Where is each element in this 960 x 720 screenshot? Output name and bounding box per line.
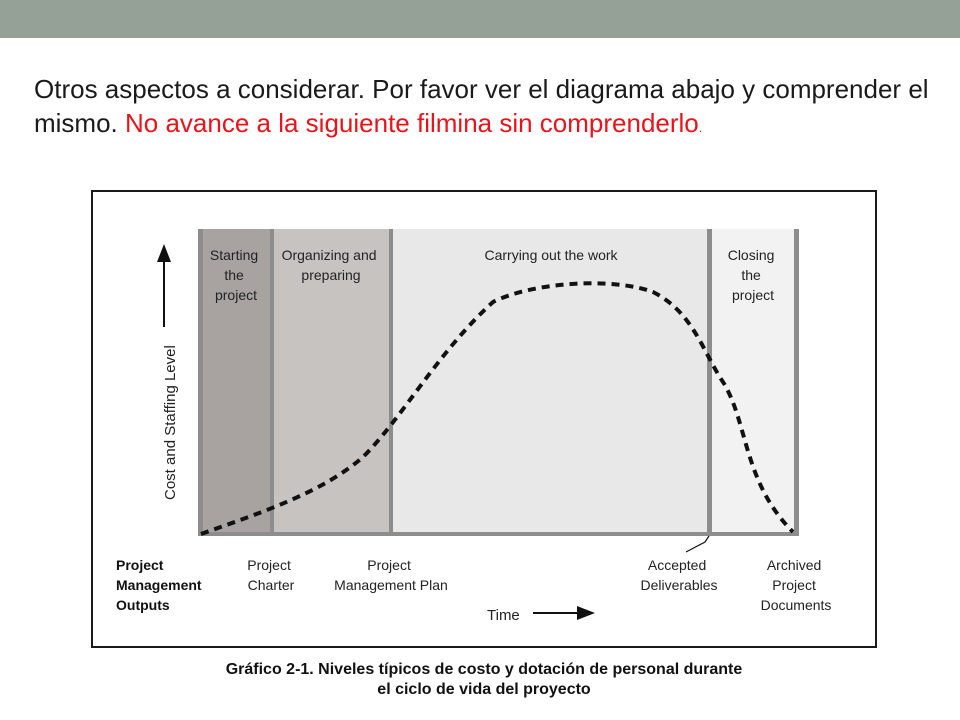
cost-staffing-curve [200,281,795,536]
y-axis-label: Cost and Staffing Level [162,345,179,500]
phase-divider [794,229,799,535]
phase-divider [270,229,274,535]
phase-divider [389,229,393,535]
output-archived-documents: Archived Project Documents [761,557,832,613]
caption-line-2: el ciclo de vida del proyecto [377,681,591,698]
phase-label-line: the [741,267,761,283]
project-lifecycle-figure: Starting the project Organizing and prep… [91,190,877,648]
output-management-plan: Project Management Plan [334,557,448,593]
top-bar [0,0,960,38]
phase-label-line: the [224,267,244,283]
intro-text: Otros aspectos a considerar. Por favor v… [34,74,929,138]
time-baseline [198,532,799,536]
phase-label-closing: Closing the project [728,247,779,303]
y-axis-arrowhead-icon [157,244,171,262]
phase-label-line: Carrying out the work [484,247,618,263]
slide-text: Otros aspectos a considerar. Por favor v… [34,72,934,145]
phase-divider [707,229,712,535]
phase-label-line: project [215,287,257,303]
lifecycle-diagram: Starting the project Organizing and prep… [116,229,832,624]
x-axis-label: Time [487,607,520,624]
phase-label-line: Closing [728,247,775,263]
phase-bg-carrying [391,229,709,535]
output-accepted-deliverables: Accepted Deliverables [640,557,717,593]
figure-caption: Gráfico 2-1. Niveles típicos de costo y … [91,660,877,700]
phase-label-starting: Starting the project [210,247,262,303]
x-axis-arrowhead-icon [577,606,595,620]
phase-label-carrying: Carrying out the work [484,247,618,263]
phase-divider [198,229,203,535]
phase-label-line: Starting [210,247,258,263]
phase-label-line: project [732,287,774,303]
output-project-charter: Project Charter [247,557,294,593]
phase-label-line: preparing [301,267,360,283]
phase-bg-organizing [272,229,391,535]
outputs-title: Project Management Outputs [116,557,205,613]
caption-line-1: Gráfico 2-1. Niveles típicos de costo y … [225,661,743,678]
phase-bg-starting [201,229,272,535]
phase-label-line: Organizing and [282,247,377,263]
phase-label-organizing: Organizing and preparing [282,247,381,283]
warning-period: . [698,121,703,135]
warning-text: No avance a la siguiente filmina sin com… [125,108,699,138]
deliverables-leader-line [685,535,710,553]
